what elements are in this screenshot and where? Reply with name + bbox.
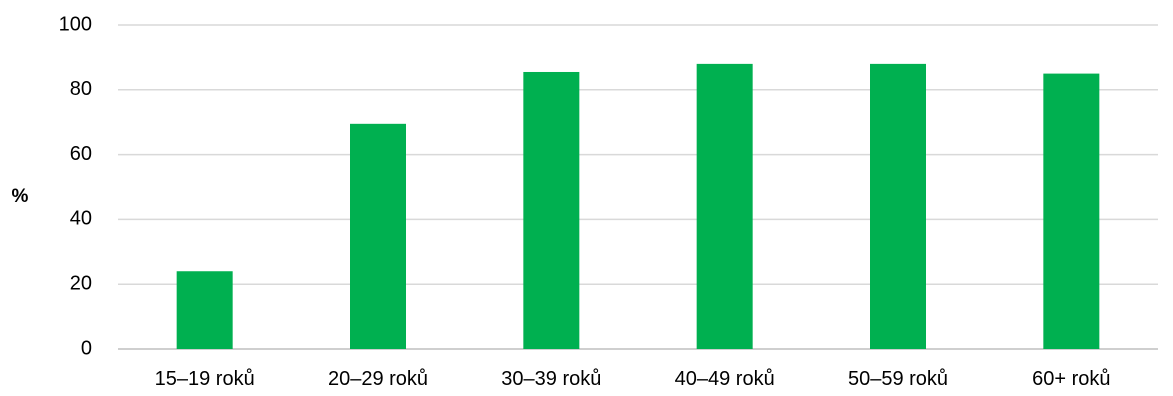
x-tick-label: 30–39 roků	[501, 368, 601, 390]
y-tick-label: 20	[70, 272, 92, 294]
bar	[523, 71, 580, 349]
y-tick-label: 80	[70, 78, 92, 100]
gridlines	[118, 24, 1158, 350]
y-axis-label: %	[12, 186, 29, 207]
y-tick-label: 60	[70, 143, 92, 165]
x-tick-label: 50–59 roků	[848, 368, 948, 390]
bar	[176, 271, 233, 349]
bar	[696, 63, 753, 349]
x-axis-labels: 15–19 roků 20–29 roků 30–39 roků 40–49 roků…	[155, 368, 1111, 390]
x-tick-label: 15–19 roků	[155, 368, 255, 390]
bar	[870, 63, 926, 349]
y-tick-label: 0	[81, 337, 92, 359]
y-axis-ticks: 0 20 40 60 80 100	[59, 13, 92, 359]
bar	[1043, 73, 1100, 349]
bars	[176, 63, 1100, 349]
y-tick-label: 40	[70, 208, 92, 230]
x-tick-label: 40–49 roků	[675, 368, 775, 390]
y-tick-label: 100	[59, 13, 92, 35]
x-tick-label: 20–29 roků	[328, 368, 428, 390]
bar	[350, 123, 406, 349]
x-tick-label: 60+ roků	[1032, 368, 1110, 390]
